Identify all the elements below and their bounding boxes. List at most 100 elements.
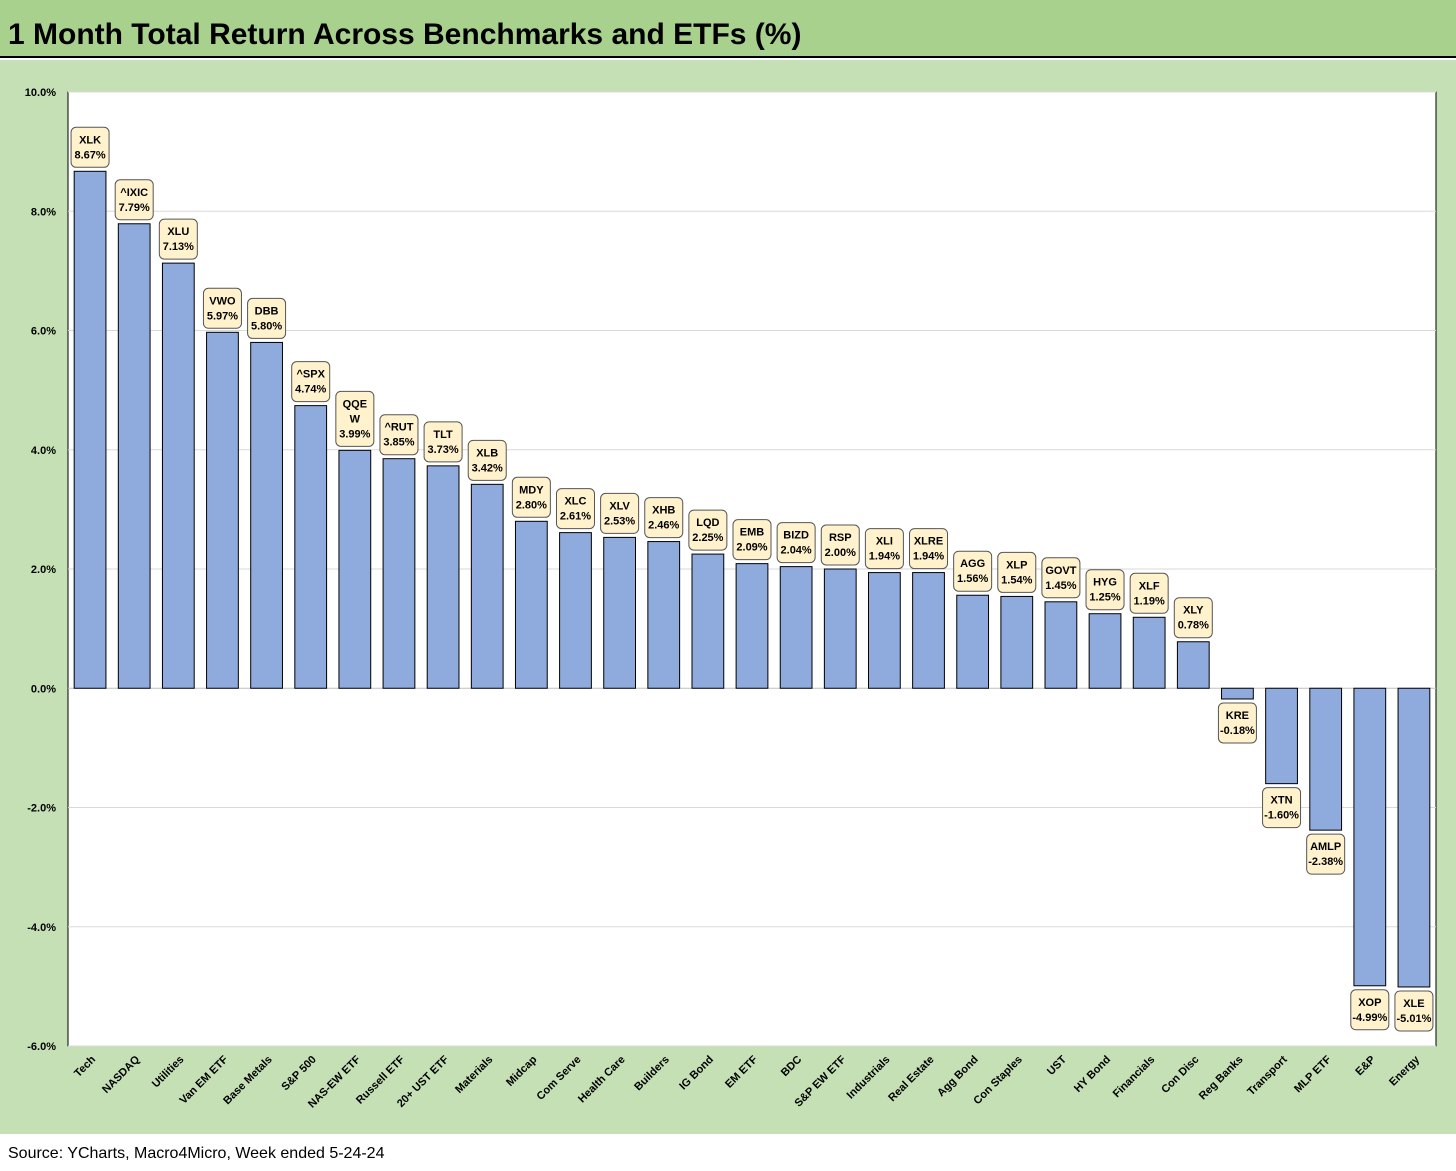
data-label: 1.94% xyxy=(913,551,944,563)
bar xyxy=(73,170,107,689)
data-label: XLB xyxy=(476,447,498,459)
data-label: ^IXIC xyxy=(120,187,148,199)
y-tick-label: 6.0% xyxy=(31,326,56,338)
bar xyxy=(1000,595,1034,689)
data-label: XHB xyxy=(652,505,675,517)
bar xyxy=(1397,687,1431,988)
y-tick-label: 0.0% xyxy=(31,683,56,695)
category-label: EM ETF xyxy=(723,1053,760,1090)
data-label: 1.25% xyxy=(1089,592,1120,604)
bar xyxy=(117,223,151,689)
category-label: Industrials xyxy=(845,1054,893,1102)
category-label: BDC xyxy=(779,1054,804,1079)
bar xyxy=(868,572,901,689)
category-label: Midcap xyxy=(504,1053,539,1088)
y-tick-label: -4.0% xyxy=(27,922,56,934)
bar xyxy=(294,405,328,689)
bar xyxy=(470,483,504,689)
bar xyxy=(1176,641,1210,689)
bar xyxy=(206,331,239,689)
bar xyxy=(823,568,857,689)
bar xyxy=(559,532,592,689)
bar xyxy=(735,563,769,689)
bar xyxy=(912,572,945,689)
bar xyxy=(426,465,460,689)
data-label-box xyxy=(644,497,684,539)
data-label: BIZD xyxy=(783,530,809,542)
data-label-box xyxy=(467,439,507,481)
data-label: 1.54% xyxy=(1001,574,1032,586)
data-label: 3.73% xyxy=(427,444,458,456)
data-label: -2.38% xyxy=(1308,856,1343,868)
data-label: 1.56% xyxy=(957,573,988,585)
chart-title: 1 Month Total Return Across Benchmarks a… xyxy=(8,18,802,51)
data-label: XLV xyxy=(609,500,630,512)
data-label-box xyxy=(114,179,154,221)
source-note: Source: YCharts, Macro4Micro, Week ended… xyxy=(8,1145,385,1162)
bar xyxy=(1221,687,1254,700)
bar xyxy=(647,541,681,689)
data-label: DBB xyxy=(255,305,279,317)
category-label: MLP ETF xyxy=(1292,1053,1334,1095)
category-label: NASDAQ xyxy=(100,1053,143,1096)
data-label: HYG xyxy=(1093,577,1117,589)
bar xyxy=(514,520,548,689)
data-label: 3.85% xyxy=(383,437,414,449)
data-label-box xyxy=(158,218,198,260)
data-label-box xyxy=(555,488,595,530)
bar xyxy=(161,262,195,689)
data-label-box xyxy=(1173,597,1213,639)
data-label: XLE xyxy=(1403,998,1424,1010)
data-label: 2.46% xyxy=(648,520,679,532)
bar xyxy=(1088,613,1122,689)
bar xyxy=(603,536,636,689)
category-label: IG Bond xyxy=(677,1054,716,1093)
data-label-box xyxy=(1041,557,1081,599)
category-label: Financials xyxy=(1111,1054,1158,1101)
data-label: ^RUT xyxy=(384,422,413,434)
data-label: GOVT xyxy=(1045,565,1076,577)
data-label: 2.80% xyxy=(516,499,547,511)
data-label-box xyxy=(600,492,640,534)
category-label: Utilities xyxy=(150,1054,187,1091)
data-label: 3.42% xyxy=(472,462,503,474)
category-label: Real Estate xyxy=(886,1054,936,1104)
bar xyxy=(1044,601,1078,689)
data-label-box xyxy=(335,390,375,447)
data-label: 7.13% xyxy=(163,241,194,253)
bar xyxy=(779,566,813,689)
category-label: Tech xyxy=(72,1053,98,1079)
data-label-box xyxy=(909,528,949,570)
data-label: MDY xyxy=(519,484,544,496)
category-label: UST xyxy=(1045,1053,1069,1077)
bar xyxy=(250,341,283,689)
data-label: 2.09% xyxy=(736,542,767,554)
data-label: -1.60% xyxy=(1264,810,1299,822)
category-label: HY Bond xyxy=(1072,1054,1113,1095)
data-label-box xyxy=(1085,569,1125,611)
category-label: Transport xyxy=(1245,1053,1290,1098)
data-label: XTN xyxy=(1271,795,1293,807)
data-label-box xyxy=(997,551,1037,593)
data-label-box xyxy=(776,522,816,564)
data-label: XLRE xyxy=(914,536,943,548)
data-label: 5.97% xyxy=(207,310,238,322)
y-tick-label: -6.0% xyxy=(27,1041,56,1053)
data-label: ^SPX xyxy=(296,369,325,381)
data-label: 2.53% xyxy=(604,515,635,527)
bar xyxy=(338,449,372,689)
category-label: Agg Bond xyxy=(935,1054,981,1100)
data-label: 1.45% xyxy=(1045,580,1076,592)
data-label: 3.99% xyxy=(339,428,370,440)
data-label-box xyxy=(1394,990,1434,1032)
data-label: 1.94% xyxy=(869,551,900,563)
bar-chart: 10.0% 8.0% 6.0% 4.0% 2.0% 0.0% -2.0% -4.0% -6.0%… xyxy=(25,87,1437,1111)
data-label: RSP xyxy=(829,532,852,544)
data-label: -4.99% xyxy=(1352,1012,1387,1024)
category-label: Builders xyxy=(632,1054,672,1094)
data-label-box xyxy=(511,476,551,518)
data-label: XLF xyxy=(1139,580,1160,592)
category-label: S&P 500 xyxy=(279,1054,318,1093)
data-label: EMB xyxy=(740,527,765,539)
category-label: Con Disc xyxy=(1159,1054,1201,1096)
